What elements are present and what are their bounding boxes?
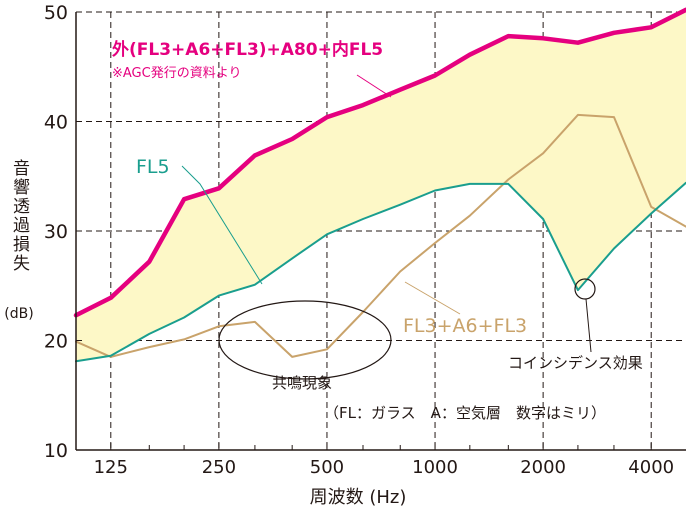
outer-leader-line [356, 74, 392, 98]
series-label-fl3a6fl3: FL3+A6+FL3 [403, 315, 527, 337]
tick-labels: 125 250 500 1000 2000 4000 10 20 30 40 50 [44, 2, 674, 478]
y-tick-label: 40 [44, 112, 68, 134]
fl3a6fl3-leader-line [404, 281, 461, 315]
x-tick-label: 2000 [520, 457, 566, 478]
fill-between-area [76, 9, 686, 362]
resonance-ellipse [218, 300, 392, 380]
annotation-resonance: 共鳴現象 [272, 374, 332, 392]
x-tick-label: 125 [94, 457, 128, 478]
fl5-leader-line [181, 165, 263, 285]
series-label-fl5: FL5 [136, 156, 170, 178]
y-tick-label: 30 [44, 221, 68, 243]
x-tick-label: 4000 [628, 457, 674, 478]
series-group [73, 7, 686, 363]
y-tick-label: 20 [44, 331, 68, 353]
x-tick-label: 1000 [412, 457, 458, 478]
x-axis-label: 周波数 (Hz) [310, 487, 407, 508]
series-line-outer [73, 7, 686, 318]
x-tick-label: 250 [202, 457, 236, 478]
y-axis-label: 音響透過損失 [9, 159, 30, 273]
annotation-coincidence: コインシデンス効果 [508, 354, 643, 372]
series-note-outer: ※AGC発行の資料より [112, 66, 241, 81]
series-label-outer: 外(FL3+A6+FL3)+A80+内FL5 [112, 39, 383, 60]
series-line-fl5 [75, 181, 686, 363]
annotation-shapes [181, 74, 596, 380]
series-line-fl3a6fl3 [75, 113, 686, 358]
y-tick-label: 10 [44, 440, 68, 462]
x-tick-label: 500 [310, 457, 344, 478]
y-axis-unit: (dB) [4, 306, 33, 322]
legend-note: （FL：ガラス A：空気層 数字はミリ） [324, 404, 606, 422]
coincidence-circle [574, 278, 596, 300]
coincidence-leader-line [585, 298, 592, 353]
y-tick-label: 50 [44, 2, 68, 24]
axes [75, 11, 686, 451]
